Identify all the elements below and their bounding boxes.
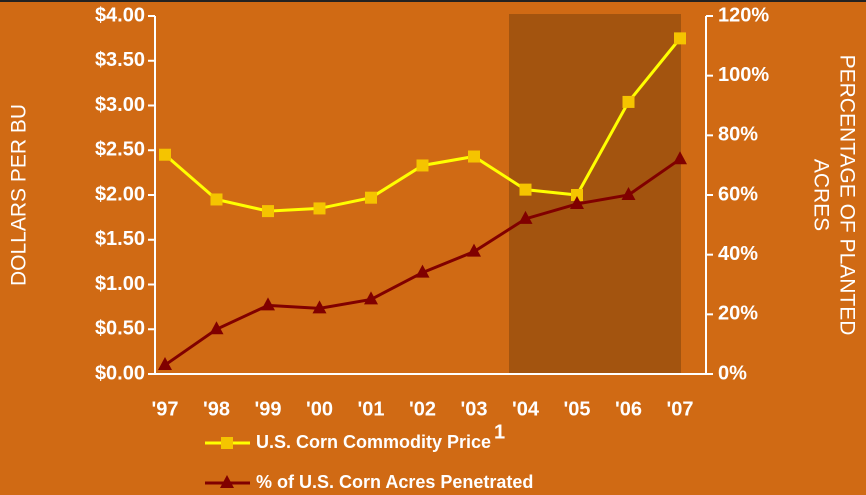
x-tick-label: '03 (460, 398, 487, 420)
data-point (622, 95, 635, 108)
y2-axis-label: ACRES (809, 159, 832, 231)
x-tick-label: '06 (615, 398, 642, 420)
legend-label: % of U.S. Corn Acres Penetrated (256, 472, 533, 492)
y-tick-label: $4.00 (95, 4, 145, 26)
y-tick-label: $2.50 (95, 139, 145, 161)
y-tick-label: $3.50 (95, 49, 145, 71)
data-point (415, 264, 430, 278)
y2-tick-label: 120% (718, 4, 769, 26)
y2-axis-label: PERCENTAGE OF PLANTED (835, 55, 858, 336)
data-point (570, 195, 584, 209)
y-tick-label: $2.00 (95, 183, 145, 205)
data-point (262, 205, 274, 218)
y-tick-label: $0.50 (95, 318, 145, 340)
y2-tick-label: 20% (718, 303, 758, 325)
top-border (0, 0, 866, 2)
data-point (673, 151, 687, 165)
y-tick-label: $1.50 (95, 228, 145, 250)
x-tick-label: '98 (203, 398, 230, 420)
data-point (312, 300, 327, 314)
legend-marker (221, 437, 233, 449)
data-point (365, 191, 377, 204)
x-tick-label: '07 (666, 398, 693, 420)
x-tick-label: '04 (512, 398, 540, 420)
y-tick-label: $0.00 (95, 362, 145, 384)
data-point (468, 150, 480, 163)
data-point (518, 210, 533, 224)
y-tick-label: $3.00 (95, 94, 145, 116)
y2-tick-label: 80% (718, 124, 758, 146)
y-axis-label: DOLLARS PER BU (8, 104, 31, 286)
x-tick-label: '99 (254, 398, 281, 420)
x-tick-label: '05 (563, 398, 590, 420)
data-point (209, 321, 224, 335)
x-tick-label: '00 (306, 398, 333, 420)
data-point (210, 193, 223, 206)
data-point (159, 148, 171, 161)
x-tick-label: '01 (357, 398, 384, 420)
y-tick-label: $1.00 (95, 273, 145, 295)
data-point (313, 202, 326, 215)
data-point (261, 297, 275, 311)
footnote-marker: 1 (494, 421, 505, 443)
data-point (158, 357, 172, 371)
data-point (519, 183, 532, 196)
legend-marker (220, 475, 234, 488)
x-tick-label: '02 (409, 398, 436, 420)
data-point (621, 187, 636, 200)
data-point (467, 243, 481, 257)
data-point (416, 159, 429, 172)
data-point (674, 32, 686, 45)
y2-tick-label: 40% (718, 243, 758, 265)
x-tick-label: '97 (151, 398, 178, 420)
data-point (364, 291, 378, 305)
legend-label: U.S. Corn Commodity Price (256, 432, 491, 452)
data-point (571, 189, 583, 201)
y2-tick-label: 0% (718, 362, 747, 384)
y2-tick-label: 60% (718, 183, 758, 205)
y2-tick-label: 100% (718, 64, 769, 86)
